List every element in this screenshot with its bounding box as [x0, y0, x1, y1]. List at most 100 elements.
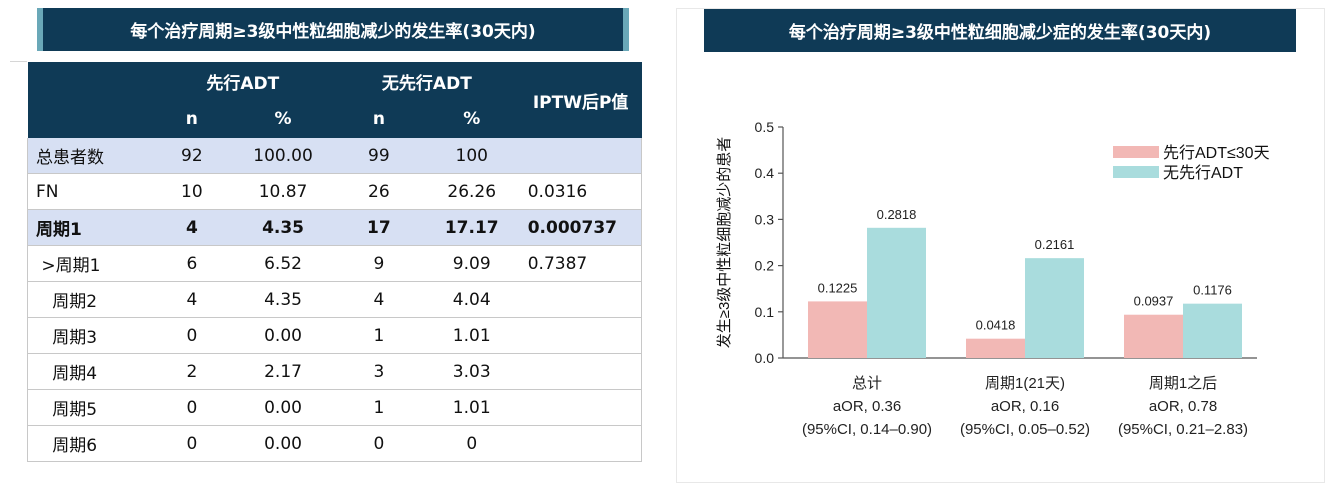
row-label: 周期4: [27, 353, 152, 390]
chart-panel: 每个治疗周期≥3级中性粒细胞减少症的发生率(30天内) 0.0 0.1 0.2 0.3…: [676, 8, 1325, 483]
p-value: 0.000737: [519, 209, 642, 246]
row-label: 周期1: [27, 209, 152, 246]
y-tick-label: 0.5: [755, 119, 775, 135]
table-row: 周期3 0 0.00 1 1.01: [27, 317, 642, 354]
legend-swatch: [1113, 146, 1159, 158]
n-prior: 0: [151, 389, 233, 426]
bar-prior-adt: [1124, 314, 1183, 358]
bar-value-label: 0.1225: [818, 280, 858, 295]
legend-label: 先行ADT≤30天: [1163, 144, 1270, 162]
header-n-prior: n: [151, 100, 233, 138]
x-category-label: aOR, 0.78: [1149, 398, 1217, 415]
bar-chart: 0.0 0.1 0.2 0.3 0.4 0.5 发生≥3级中性粒细胞减少的患者 0.1225 0…: [716, 119, 1270, 438]
y-tick-label: 0.4: [755, 165, 775, 181]
header-blank: [27, 62, 152, 100]
pct-none: 4.04: [423, 281, 520, 318]
p-value: 0.7387: [519, 245, 642, 282]
bar-prior-adt: [966, 338, 1025, 358]
pct-prior: 0.00: [232, 389, 335, 426]
legend-label: 无先行ADT: [1163, 164, 1243, 182]
y-tick-label: 0.1: [755, 304, 775, 320]
bar-value-label: 0.2161: [1035, 237, 1075, 252]
row-label: 周期6: [27, 425, 152, 462]
n-none: 99: [334, 138, 424, 174]
y-axis-label: 发生≥3级中性粒细胞减少的患者: [716, 137, 733, 349]
incidence-table: 先行ADT 无先行ADT IPTW后P值 n % n % 总患者数 92 100.0…: [27, 62, 642, 462]
pct-none: 1.01: [423, 317, 520, 354]
table-row: 周期1 4 4.35 17 17.17 0.000737: [27, 209, 642, 246]
pct-prior: 4.35: [232, 209, 335, 246]
header-blank-2: [27, 100, 152, 138]
x-category-label: 总计: [852, 375, 882, 392]
n-none: 0: [334, 425, 424, 462]
table-row: >周期1 6 6.52 9 9.09 0.7387: [27, 245, 642, 282]
table-row: 周期6 0 0.00 0 0: [27, 425, 642, 462]
n-prior: 6: [151, 245, 233, 282]
p-value: 0.0316: [519, 173, 642, 210]
row-label: 周期3: [27, 317, 152, 354]
pct-prior: 6.52: [232, 245, 335, 282]
x-category-label: aOR, 0.16: [991, 398, 1059, 415]
x-category-label: (95%CI, 0.14–0.90): [802, 421, 932, 438]
pct-prior: 10.87: [232, 173, 335, 210]
table-row: 总患者数 92 100.00 99 100: [27, 138, 642, 174]
n-prior: 4: [151, 281, 233, 318]
y-tick-label: 0.3: [755, 211, 775, 227]
n-prior: 2: [151, 353, 233, 390]
table-title: 每个治疗周期≥3级中性粒细胞减少的发生率(30天内): [37, 8, 629, 51]
p-value: [519, 389, 642, 426]
row-label: 周期2: [27, 281, 152, 318]
incidence-table-panel: 每个治疗周期≥3级中性粒细胞减少的发生率(30天内) 先行ADT 无先行ADT …: [10, 8, 658, 478]
n-none: 3: [334, 353, 424, 390]
pct-none: 100: [423, 138, 520, 174]
x-category-label: 周期1之后: [1149, 375, 1217, 392]
y-tick-label: 0.0: [755, 350, 775, 366]
bar-prior-adt: [808, 301, 867, 358]
bar-value-label: 0.2818: [877, 207, 917, 222]
pct-prior: 2.17: [232, 353, 335, 390]
bar-no-prior-adt: [1183, 303, 1242, 358]
header-pvalue: IPTW后P值: [519, 62, 642, 138]
n-prior: 0: [151, 317, 233, 354]
x-category-label: (95%CI, 0.05–0.52): [960, 421, 1090, 438]
pct-none: 1.01: [423, 389, 520, 426]
p-value: [519, 317, 642, 354]
row-label: FN: [27, 173, 152, 210]
p-value: [519, 425, 642, 462]
row-label: 周期5: [27, 389, 152, 426]
legend-swatch: [1113, 166, 1159, 178]
pct-none: 9.09: [423, 245, 520, 282]
bar-value-label: 0.0937: [1134, 294, 1174, 309]
header-group-no-prior-adt: 无先行ADT: [334, 62, 520, 100]
p-value: [519, 353, 642, 390]
pct-prior: 0.00: [232, 425, 335, 462]
pct-none: 26.26: [423, 173, 520, 210]
header-n-none: n: [334, 100, 424, 138]
pct-none: 3.03: [423, 353, 520, 390]
n-none: 1: [334, 317, 424, 354]
row-label: 总患者数: [27, 138, 152, 174]
n-none: 4: [334, 281, 424, 318]
row-label: >周期1: [27, 245, 152, 282]
header-group-prior-adt: 先行ADT: [151, 62, 335, 100]
header-pct-none: %: [423, 100, 520, 138]
pct-prior: 100.00: [232, 138, 335, 174]
table-row: 周期4 2 2.17 3 3.03: [27, 353, 642, 390]
pct-none: 0: [423, 425, 520, 462]
n-none: 1: [334, 389, 424, 426]
pct-none: 17.17: [423, 209, 520, 246]
table-row: 周期2 4 4.35 4 4.04: [27, 281, 642, 318]
x-category-label: (95%CI, 0.21–2.83): [1118, 421, 1248, 438]
pct-prior: 4.35: [232, 281, 335, 318]
pct-prior: 0.00: [232, 317, 335, 354]
header-pct-prior: %: [232, 100, 335, 138]
table-body: 总患者数 92 100.00 99 100 FN 10 10.87 26 26.26 0.0316 周…: [27, 138, 642, 462]
x-category-label: 周期1(21天): [985, 375, 1065, 392]
chart-title: 每个治疗周期≥3级中性粒细胞减少症的发生率(30天内): [704, 9, 1296, 52]
y-tick-label: 0.2: [755, 258, 775, 274]
p-value: [519, 281, 642, 318]
bar-no-prior-adt: [1025, 258, 1084, 358]
table-row: FN 10 10.87 26 26.26 0.0316: [27, 173, 642, 210]
bar-value-label: 0.0418: [976, 318, 1016, 333]
divider: [10, 61, 27, 62]
